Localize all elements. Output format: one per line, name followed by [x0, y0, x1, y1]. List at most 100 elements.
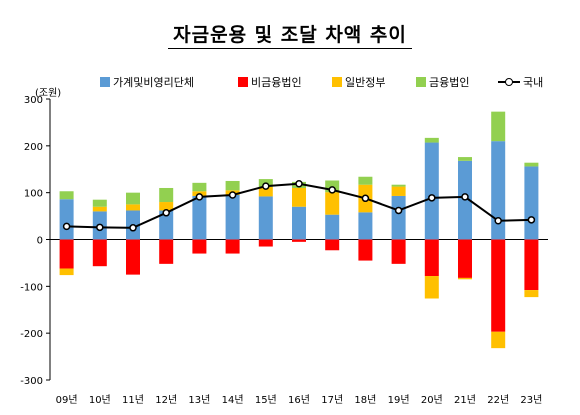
- point-domestic: [96, 223, 104, 232]
- x-tick-label: 10년: [89, 394, 111, 406]
- bar-financial: [391, 184, 406, 187]
- bar-financial: [358, 176, 373, 185]
- legend-label-government: 일반정부: [345, 76, 386, 89]
- bar-government: [458, 277, 472, 280]
- bar-households: [491, 141, 506, 240]
- bar-households: [159, 210, 174, 240]
- bar-financial: [126, 192, 140, 205]
- legend-label-nonfinancial: 비금융법인: [251, 76, 302, 89]
- point-domestic: [262, 182, 270, 190]
- legend-swatch-nonfinancial: [238, 77, 248, 87]
- x-tick-label: 23년: [520, 394, 542, 406]
- y-tick-label: 0: [37, 236, 43, 247]
- bar-financial: [424, 137, 439, 143]
- legend-label-domestic: 국내: [523, 76, 544, 89]
- legend-line-domestic: [498, 77, 520, 87]
- y-tick-label: 100: [24, 189, 43, 200]
- x-tick-label: 14년: [222, 394, 244, 406]
- legend-label-households: 가계및비영리단체: [113, 76, 194, 89]
- y-tick-label: -200: [20, 329, 43, 340]
- point-domestic: [394, 206, 403, 215]
- point-domestic: [295, 180, 303, 188]
- bar-households: [391, 195, 406, 240]
- chart-title: 자금운용 및 조달 차액 추이: [173, 24, 407, 46]
- bar-households: [358, 212, 373, 240]
- point-domestic: [461, 193, 469, 201]
- legend-label-financial: 금융법인: [429, 76, 470, 89]
- bar-households: [424, 142, 439, 240]
- bar-nonfinancial: [325, 239, 340, 251]
- y-tick-label: 300: [24, 95, 43, 106]
- point-domestic: [162, 209, 170, 217]
- legend-item-financial: 금융법인: [416, 76, 469, 90]
- y-tick-label: 200: [24, 142, 43, 153]
- x-tick-label: 19년: [388, 394, 410, 406]
- bar-nonfinancial: [225, 239, 240, 254]
- legend-item-households: 가계및비영리단체: [100, 76, 194, 90]
- bar-financial: [524, 162, 539, 167]
- bar-government: [325, 192, 340, 215]
- x-tick-label: 20년: [421, 394, 443, 406]
- x-tick-label: 18년: [354, 394, 376, 406]
- bar-financial: [491, 111, 506, 142]
- point-domestic: [527, 216, 536, 224]
- bar-households: [59, 199, 74, 240]
- bar-nonfinancial: [59, 239, 74, 269]
- y-tick-label: -100: [20, 282, 43, 293]
- title-underline: [168, 48, 412, 49]
- legend-item-nonfinancial: 비금융법인: [238, 76, 302, 90]
- bar-households: [524, 166, 539, 240]
- bar-households: [325, 214, 340, 240]
- bar-nonfinancial: [491, 239, 506, 332]
- bar-nonfinancial: [292, 239, 306, 242]
- bar-financial: [92, 199, 107, 207]
- point-domestic: [228, 191, 237, 199]
- x-tick-label: 12년: [155, 394, 177, 406]
- x-tick-label: 13년: [188, 394, 210, 406]
- bar-households: [225, 195, 240, 240]
- bar-financial: [159, 187, 174, 203]
- bar-nonfinancial: [192, 239, 207, 254]
- bar-nonfinancial: [424, 239, 439, 277]
- bar-nonfinancial: [391, 239, 406, 264]
- point-domestic: [361, 194, 370, 203]
- y-tick-label: -300: [20, 376, 43, 387]
- bar-nonfinancial: [358, 239, 373, 261]
- bar-households: [292, 206, 306, 240]
- bar-nonfinancial: [159, 239, 174, 264]
- bar-financial: [192, 182, 207, 192]
- legend-swatch-financial: [416, 77, 426, 87]
- bar-nonfinancial: [258, 239, 273, 247]
- legend-swatch-government: [332, 77, 342, 87]
- point-domestic: [129, 224, 137, 232]
- point-domestic: [428, 194, 436, 202]
- point-domestic: [328, 186, 336, 194]
- x-tick-label: 17년: [321, 394, 343, 406]
- legend-item-domestic: 국내: [498, 76, 543, 90]
- bar-government: [491, 331, 506, 349]
- x-tick-label: 15년: [255, 394, 277, 406]
- bar-nonfinancial: [126, 239, 140, 275]
- bar-households: [192, 195, 207, 240]
- point-domestic: [195, 193, 204, 201]
- point-domestic: [494, 217, 502, 225]
- bar-government: [92, 206, 107, 212]
- unit-label: (조원): [35, 88, 62, 99]
- bar-financial: [225, 180, 240, 191]
- point-domestic: [62, 222, 71, 231]
- x-tick-label: 21년: [454, 394, 476, 406]
- legend-item-government: 일반정부: [332, 76, 385, 90]
- bar-financial: [59, 191, 74, 200]
- bar-nonfinancial: [458, 239, 472, 278]
- bar-government: [292, 187, 306, 207]
- bar-government: [159, 202, 174, 211]
- bar-government: [524, 290, 539, 298]
- bar-government: [424, 276, 439, 299]
- bar-government: [258, 187, 273, 197]
- bar-financial: [458, 157, 472, 161]
- bar-nonfinancial: [92, 239, 107, 267]
- x-tick-label: 09년: [56, 394, 78, 406]
- x-tick-label: 11년: [122, 394, 144, 406]
- bar-nonfinancial: [524, 239, 539, 291]
